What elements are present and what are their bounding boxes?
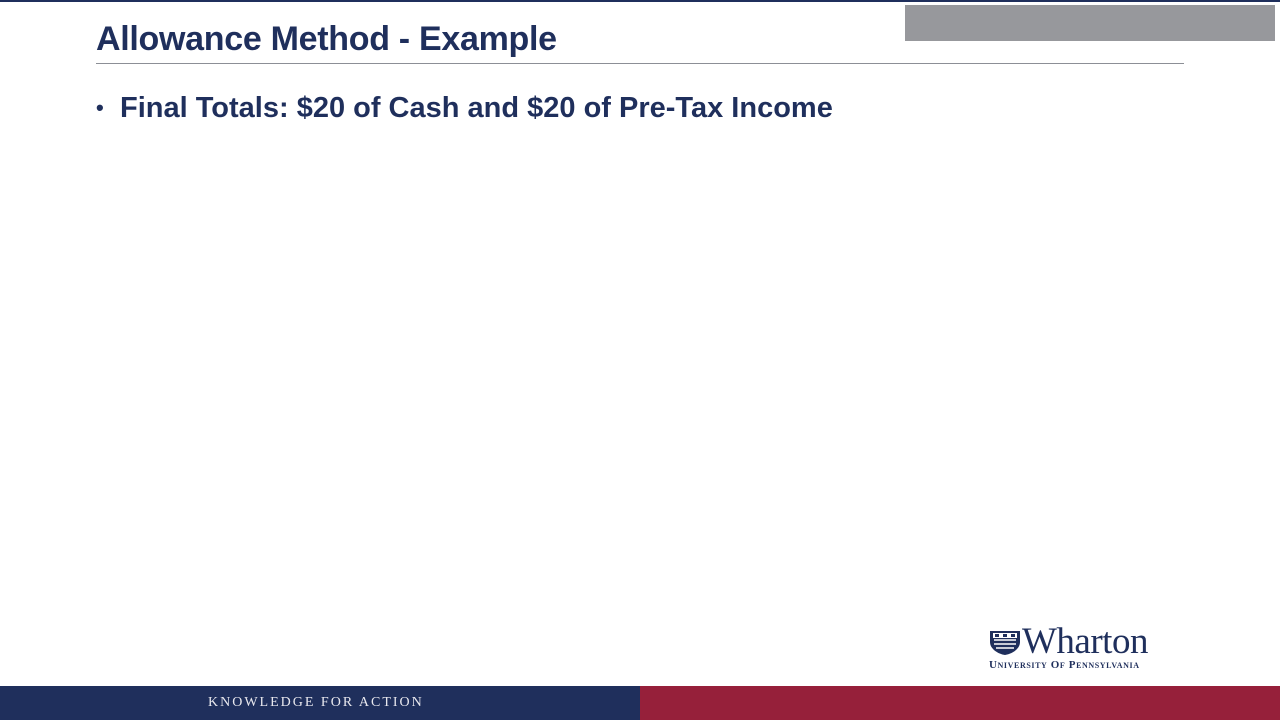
logo-wordmark: Wharton: [1022, 621, 1148, 662]
wharton-logo: Wharton University of Pennsylvania: [988, 622, 1190, 672]
header-gray-box: [905, 5, 1275, 41]
logo-subtitle: University of Pennsylvania: [989, 658, 1140, 672]
bullet-dot-icon: •: [96, 95, 104, 120]
footer-left-band: KNOWLEDGE FOR ACTION: [0, 686, 640, 720]
bullet-item: • Final Totals: $20 of Cash and $20 of P…: [96, 88, 833, 128]
bullet-list: • Final Totals: $20 of Cash and $20 of P…: [96, 88, 833, 128]
penn-shield-icon: [990, 631, 1020, 655]
title-divider: [96, 63, 1184, 64]
slide-title: Allowance Method - Example: [96, 20, 557, 58]
footer-right-band: [640, 686, 1280, 720]
bullet-text: Final Totals: $20 of Cash and $20 of Pre…: [120, 92, 833, 124]
logo-subtitle-text: University of Pennsylvania: [989, 659, 1140, 671]
top-border: [0, 0, 1280, 2]
footer-tagline: KNOWLEDGE FOR ACTION: [208, 695, 424, 710]
